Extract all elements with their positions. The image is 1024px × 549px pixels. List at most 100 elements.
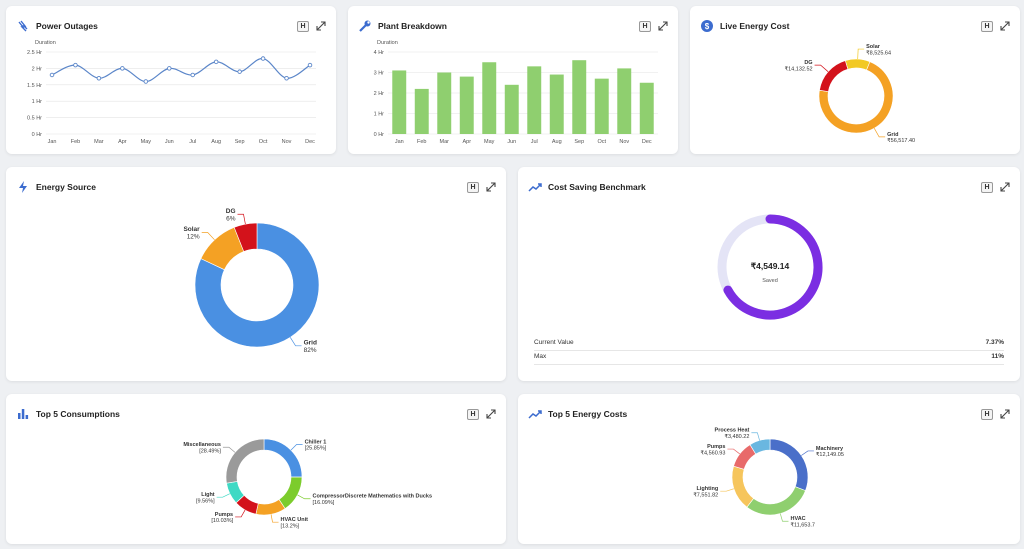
card-header: Cost Saving Benchmark H <box>528 177 1010 197</box>
expand-icon[interactable] <box>315 21 326 32</box>
h-toggle-button[interactable]: H <box>639 20 651 32</box>
label-leader <box>237 213 246 225</box>
x-tick-label: Feb <box>417 139 426 145</box>
x-tick-label: Sep <box>235 139 245 145</box>
donut-slice <box>233 222 258 252</box>
x-tick-label: Jun <box>165 139 174 145</box>
donut-slice <box>255 499 286 516</box>
card-title: Energy Source <box>36 182 96 192</box>
expand-icon[interactable] <box>999 409 1010 420</box>
expand-icon[interactable] <box>485 182 496 193</box>
wrench-icon <box>359 20 371 32</box>
trending-up-icon <box>528 410 542 419</box>
h-toggle-button[interactable]: H <box>467 181 479 193</box>
label-leader <box>235 509 246 518</box>
slice-label: HVAC <box>790 516 805 522</box>
data-point <box>237 69 242 74</box>
label-leader <box>814 64 829 72</box>
row-value: 11% <box>991 353 1004 360</box>
y-tick-label: 2 Hr <box>32 66 43 72</box>
data-point <box>213 59 219 65</box>
slice-label: [9.56%] <box>196 498 215 504</box>
card-title: Cost Saving Benchmark <box>548 182 646 192</box>
x-tick-label: Jun <box>507 139 516 145</box>
donut-slice <box>769 438 809 492</box>
power-off-icon <box>18 20 28 32</box>
plant-breakdown-chart: Duration 0 Hr 1 Hr 2 Hr 3 Hr 4 Hr Jan Feb Mar Apr… <box>374 40 658 145</box>
data-point <box>167 66 172 71</box>
label-leader <box>297 494 311 500</box>
x-tick-label: May <box>141 139 152 145</box>
slice-label: ₹11,653.7 <box>790 522 815 529</box>
plant-breakdown-card: Plant Breakdown H Duration 0 Hr 1 Hr 2 Hr 3 … <box>348 6 678 154</box>
h-toggle-button[interactable]: H <box>981 181 993 193</box>
slice-label: Lighting <box>697 486 719 492</box>
data-point <box>190 72 195 78</box>
slice-label: Light <box>201 492 215 498</box>
trending-up-icon <box>528 183 542 192</box>
card-title: Plant Breakdown <box>378 21 447 31</box>
cost-saving-gauge: ₹4,549.14 Saved <box>717 214 823 320</box>
x-tick-label: Aug <box>552 139 562 145</box>
h-toggle-button[interactable]: H <box>467 408 479 420</box>
max-value-row: Max 11% <box>534 349 1004 365</box>
y-tick-label: 0 Hr <box>32 132 43 138</box>
label-leader <box>873 128 886 138</box>
slice-label: [13.2%] <box>281 523 300 529</box>
label-leader <box>727 448 741 455</box>
x-tick-label: Aug <box>211 139 221 145</box>
current-value-row: Current Value 7.37% <box>534 335 1004 351</box>
expand-icon[interactable] <box>999 182 1010 193</box>
label-leader <box>289 337 302 347</box>
slice-label: 12% <box>187 234 200 241</box>
slice-label: Grid <box>887 132 898 138</box>
label-leader <box>857 48 865 60</box>
power-outages-chart: Duration 0 Hr 0.5 Hr 1 Hr 1.5 Hr 2 Hr 2.5 Hr Ja… <box>27 40 316 145</box>
h-toggle-button[interactable]: H <box>981 20 993 32</box>
slice-label: Process Heat <box>715 428 750 434</box>
expand-icon[interactable] <box>999 21 1010 32</box>
cost-saving-card: Cost Saving Benchmark H ₹4,549.14 Saved C… <box>518 167 1020 381</box>
data-point <box>73 62 78 68</box>
y-tick-label: 1 Hr <box>32 99 43 105</box>
slice-label: [10.03%] <box>211 518 233 524</box>
x-tick-label: Sep <box>574 139 584 145</box>
label-leader <box>751 432 760 441</box>
slice-label: HVAC Unit <box>281 517 309 523</box>
slice-label: Pumps <box>707 444 725 450</box>
label-leader <box>779 513 789 522</box>
slice-label: ₹8,525.64 <box>866 49 891 56</box>
live-energy-cost-card: $ Live Energy Cost H Grid ₹56,517.40 DG ₹14… <box>690 6 1020 154</box>
slice-label: [16.09%] <box>313 500 335 506</box>
slice-label: ₹4,560.93 <box>701 449 726 456</box>
slice-label: DG <box>804 60 812 66</box>
x-tick-label: Jul <box>531 139 538 145</box>
slice-label: Pumps <box>215 512 233 518</box>
slice-label: 6% <box>226 215 236 222</box>
donut-slice <box>746 486 806 516</box>
h-toggle-button[interactable]: H <box>981 408 993 420</box>
bar <box>617 68 632 134</box>
card-header: Energy Source H <box>16 177 496 197</box>
expand-icon[interactable] <box>657 21 668 32</box>
x-tick-label: Mar <box>440 139 450 145</box>
gauge-progress <box>723 214 823 320</box>
x-tick-label: Jan <box>48 139 57 145</box>
slice-label: DG <box>226 208 236 215</box>
bar <box>527 66 542 134</box>
y-tick-label: 2 Hr <box>374 91 385 97</box>
slice-label: ₹56,517.40 <box>887 137 915 144</box>
donut-slice <box>731 465 754 508</box>
h-toggle-button[interactable]: H <box>297 20 309 32</box>
bar <box>437 72 452 134</box>
slice-label: Miscellaneous <box>183 442 221 448</box>
slice-label: CompressorDiscrete Mathematics with Duck… <box>313 494 433 500</box>
slice-label: Solar <box>866 44 881 50</box>
y-tick-label: 0.5 Hr <box>27 116 42 122</box>
bar <box>639 82 654 134</box>
slice-label: Grid <box>304 339 317 346</box>
slice-label: Chiller 1 <box>305 439 327 445</box>
dollar-icon: $ <box>701 20 713 32</box>
expand-icon[interactable] <box>485 409 496 420</box>
